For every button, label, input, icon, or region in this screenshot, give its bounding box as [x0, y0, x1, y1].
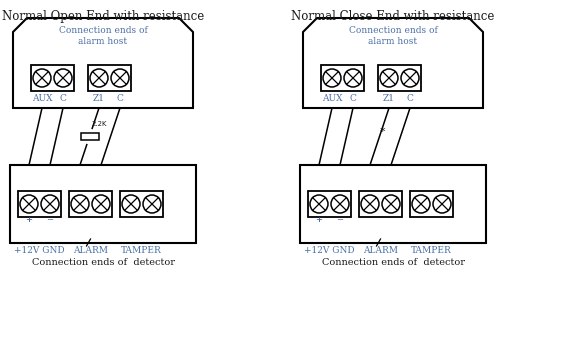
Text: AUX: AUX: [322, 94, 342, 103]
Text: Connection ends of: Connection ends of: [349, 26, 437, 35]
Circle shape: [361, 195, 379, 213]
Text: C: C: [59, 94, 66, 103]
Text: Z1: Z1: [93, 94, 105, 103]
Text: Connection ends of  detector: Connection ends of detector: [322, 258, 464, 267]
Text: Connection ends of: Connection ends of: [59, 26, 147, 35]
Text: TAMPER: TAMPER: [121, 246, 162, 255]
Text: C: C: [407, 94, 413, 103]
Text: −: −: [46, 216, 53, 224]
Text: Normal Close End with resistance: Normal Close End with resistance: [291, 10, 495, 23]
Circle shape: [92, 195, 110, 213]
Bar: [69, 191, 112, 217]
Circle shape: [380, 69, 398, 87]
Text: AUX: AUX: [32, 94, 52, 103]
Text: alarm host: alarm host: [369, 37, 417, 46]
Text: alarm host: alarm host: [79, 37, 127, 46]
Circle shape: [401, 69, 419, 87]
Text: C: C: [117, 94, 123, 103]
Circle shape: [111, 69, 129, 87]
Bar: [300, 165, 486, 243]
Circle shape: [20, 195, 38, 213]
Polygon shape: [303, 18, 483, 108]
Text: Z1: Z1: [383, 94, 395, 103]
Bar: [308, 191, 351, 217]
Circle shape: [122, 195, 140, 213]
Circle shape: [71, 195, 89, 213]
Bar: [410, 191, 453, 217]
Text: +12V GND: +12V GND: [304, 246, 355, 255]
Bar: [80, 133, 99, 140]
Circle shape: [90, 69, 108, 87]
Bar: [378, 65, 421, 91]
Circle shape: [323, 69, 341, 87]
Text: +12V GND: +12V GND: [14, 246, 65, 255]
Text: ALARM: ALARM: [73, 246, 108, 255]
Circle shape: [344, 69, 362, 87]
Text: +: +: [25, 216, 32, 224]
Text: 2.2K: 2.2K: [92, 121, 107, 127]
Circle shape: [143, 195, 161, 213]
Text: −: −: [336, 216, 343, 224]
Bar: [10, 165, 196, 243]
Bar: [31, 65, 74, 91]
Circle shape: [33, 69, 51, 87]
Circle shape: [331, 195, 349, 213]
Bar: [18, 191, 61, 217]
Bar: [88, 65, 131, 91]
Bar: [321, 65, 364, 91]
Text: Connection ends of  detector: Connection ends of detector: [32, 258, 174, 267]
Text: C: C: [350, 94, 356, 103]
Polygon shape: [13, 18, 193, 108]
Text: *: *: [380, 126, 385, 136]
Bar: [359, 191, 402, 217]
Circle shape: [54, 69, 72, 87]
Circle shape: [41, 195, 59, 213]
Text: TAMPER: TAMPER: [411, 246, 452, 255]
Circle shape: [412, 195, 430, 213]
Text: +: +: [315, 216, 322, 224]
Circle shape: [310, 195, 328, 213]
Bar: [120, 191, 163, 217]
Circle shape: [433, 195, 451, 213]
Circle shape: [382, 195, 400, 213]
Text: ALARM: ALARM: [363, 246, 398, 255]
Text: Normal Open End with resistance: Normal Open End with resistance: [2, 10, 204, 23]
